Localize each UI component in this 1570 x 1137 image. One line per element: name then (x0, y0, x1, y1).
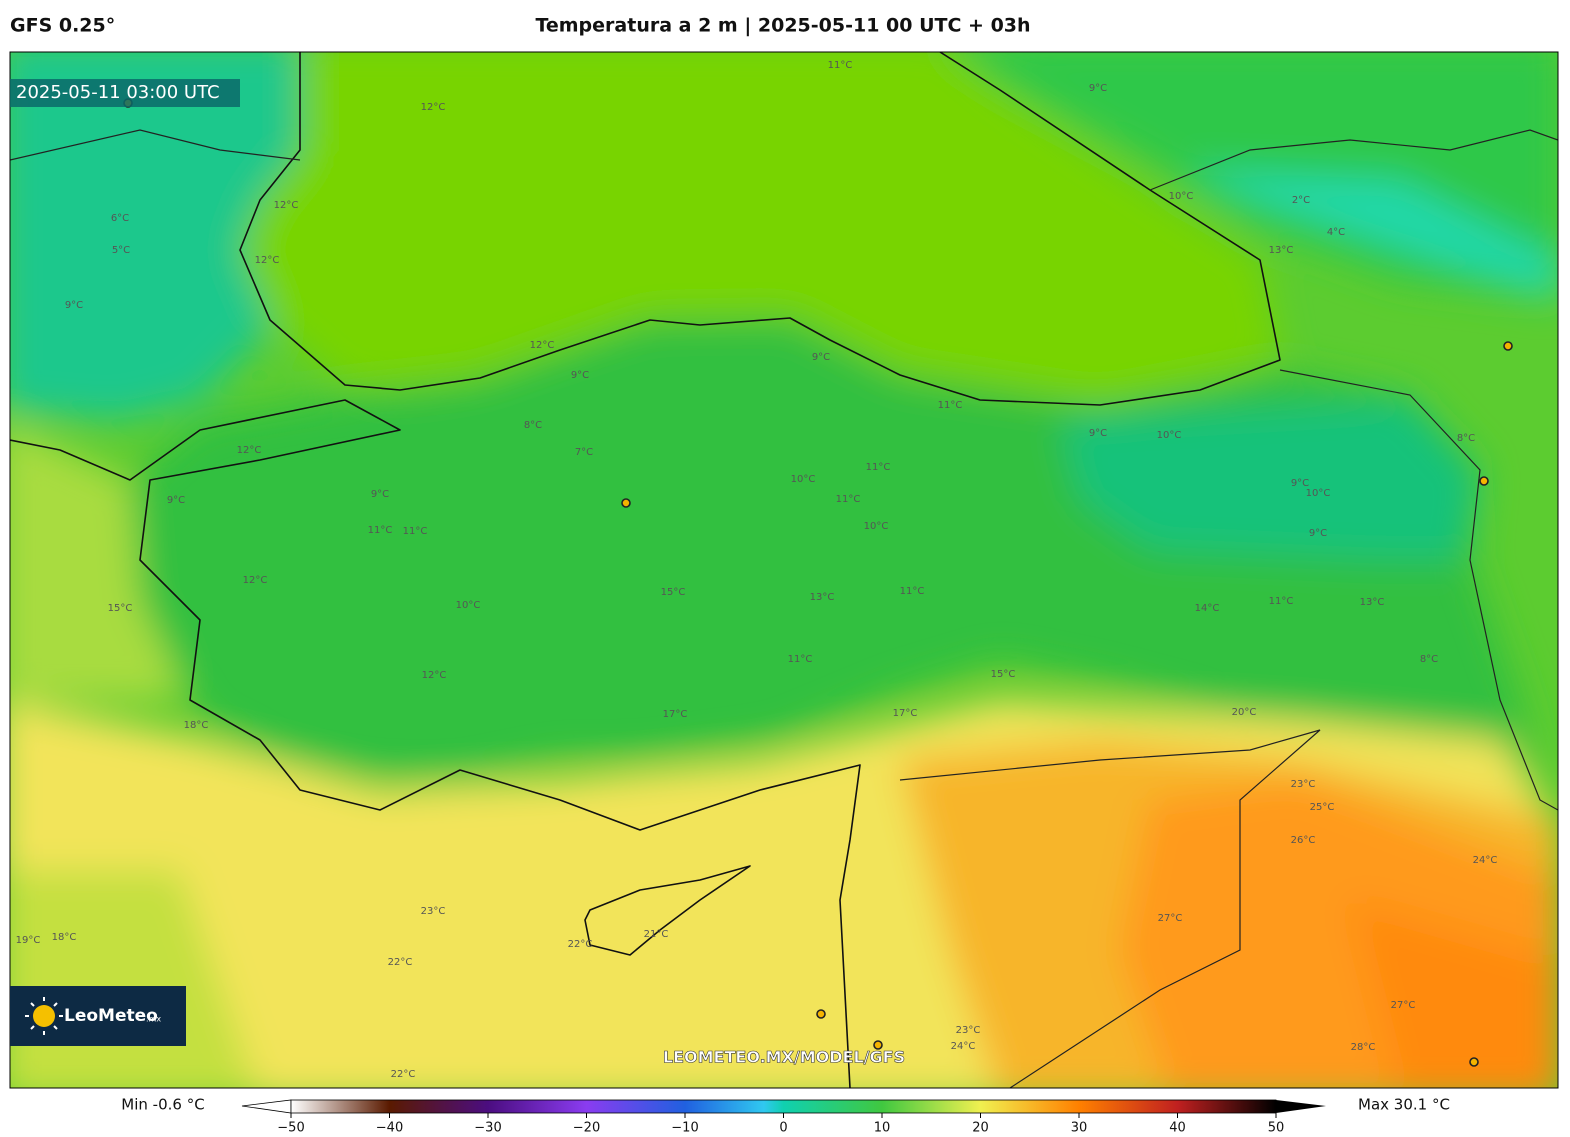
contour-label: 22°C (391, 1069, 416, 1080)
contour-label: 11°C (368, 525, 393, 536)
min-label: Min -0.6 °C (121, 1096, 204, 1114)
max-label: Max 30.1 °C (1358, 1096, 1450, 1114)
contour-label: 2°C (1292, 195, 1310, 206)
map: 12°C 11°C 9°C 12°C 9°C 9°C 11°C 12°C 9°C 9°C 11°C 1… (10, 52, 1558, 1088)
contour-label: 9°C (1089, 428, 1107, 439)
contour-label: 9°C (65, 300, 83, 311)
map-frame (9, 51, 1559, 1089)
contour-label: 10°C (456, 600, 481, 611)
contour-label: 10°C (791, 474, 816, 485)
valid-time: 2025-05-11 03:00 UTC (16, 82, 220, 103)
title: Temperatura a 2 m | 2025-05-11 00 UTC + … (535, 15, 1030, 37)
contour-label: 11°C (828, 60, 853, 71)
contour-label: 11°C (938, 400, 963, 411)
contour-label: 11°C (1269, 596, 1294, 607)
colorbar-tick-label: 10 (874, 1121, 891, 1136)
contour-label: 12°C (255, 255, 280, 266)
contour-label: 11°C (866, 462, 891, 473)
contour-label: 15°C (661, 587, 686, 598)
contour-label: 12°C (422, 670, 447, 681)
contour-label: 27°C (1391, 1000, 1416, 1011)
colorbar-tick-label: −20 (573, 1121, 600, 1136)
contour-label: 12°C (530, 340, 555, 351)
contour-label: 24°C (1473, 855, 1498, 866)
contour-label: 20°C (1232, 707, 1257, 718)
contour-label: 9°C (1089, 83, 1107, 94)
contour-label: 7°C (575, 447, 593, 458)
contour-label: 8°C (1420, 654, 1438, 665)
contour-label: 15°C (108, 603, 133, 614)
colorbar-tick-label: −30 (474, 1121, 501, 1136)
contour-label: 11°C (788, 654, 813, 665)
colorbar-tick-label: 30 (1071, 1121, 1088, 1136)
contour-label: 24°C (951, 1041, 976, 1052)
colorbar-tick-label: −10 (671, 1121, 698, 1136)
contour-label: 26°C (1291, 835, 1316, 846)
contour-label: 18°C (52, 932, 77, 943)
colorbar-tick-label: 40 (1169, 1121, 1186, 1136)
contour-label: 12°C (421, 102, 446, 113)
contour-label: 12°C (274, 200, 299, 211)
contour-label: 18°C (184, 720, 209, 731)
contour-label: 21°C (644, 929, 669, 940)
contour-label: 10°C (1169, 191, 1194, 202)
contour-label: 11°C (836, 494, 861, 505)
contour-label: 23°C (421, 906, 446, 917)
contour-label: 10°C (864, 521, 889, 532)
colorbar (241, 1099, 1326, 1114)
logo: LeoMeteo .mx (10, 986, 186, 1046)
colorbar-ticks: −50 −40 −30 −20 −10 0 10 20 30 40 50 (277, 1113, 1284, 1136)
contour-label: 11°C (403, 526, 428, 537)
colorbar-tick-label: −50 (277, 1121, 304, 1136)
contour-label: 11°C (900, 586, 925, 597)
contour-label: 27°C (1158, 913, 1183, 924)
contour-label: 22°C (568, 939, 593, 950)
contour-label: 10°C (1157, 430, 1182, 441)
colorbar-tick-label: 50 (1268, 1121, 1285, 1136)
contour-label: 9°C (812, 352, 830, 363)
logo-name: LeoMeteo (64, 1006, 158, 1026)
contour-label: 12°C (243, 575, 268, 586)
contour-label: 15°C (991, 669, 1016, 680)
contour-label: 13°C (1360, 597, 1385, 608)
model-label: GFS 0.25° (10, 15, 115, 37)
contour-label: 4°C (1327, 227, 1345, 238)
contour-label: 8°C (1457, 433, 1475, 444)
contour-label: 10°C (1306, 488, 1331, 499)
contour-label: 9°C (571, 370, 589, 381)
contour-label: 9°C (1291, 478, 1309, 489)
colorbar-tick-label: 20 (972, 1121, 989, 1136)
contour-label: 28°C (1351, 1042, 1376, 1053)
contour-label: 19°C (16, 935, 41, 946)
contour-label: 9°C (167, 495, 185, 506)
contour-label: 25°C (1310, 802, 1335, 813)
colorbar-tick-label: −40 (376, 1121, 403, 1136)
contour-label: 23°C (1291, 779, 1316, 790)
contour-label: 22°C (388, 957, 413, 968)
contour-labels: 12°C 11°C 9°C 12°C 9°C 9°C 11°C 12°C 9°C 9°C 11°C 1… (16, 60, 1498, 1080)
contour-label: 9°C (1309, 528, 1327, 539)
contour-label: 8°C (524, 420, 542, 431)
watermark: LEOMETEO.MX/MODEL/GFS (663, 1048, 905, 1067)
colorbar-tick-label: 0 (779, 1121, 787, 1136)
contour-label: 12°C (237, 445, 262, 456)
contour-label: 9°C (371, 489, 389, 500)
contour-label: 23°C (956, 1025, 981, 1036)
time-box (10, 79, 240, 107)
contour-label: 13°C (1269, 245, 1294, 256)
logo-suffix: .mx (146, 1015, 161, 1024)
contour-label: 14°C (1195, 603, 1220, 614)
contour-label: 17°C (893, 708, 918, 719)
contour-label: 6°C (111, 213, 129, 224)
contour-label: 13°C (810, 592, 835, 603)
contour-label: 17°C (663, 709, 688, 720)
contour-label: 5°C (112, 245, 130, 256)
